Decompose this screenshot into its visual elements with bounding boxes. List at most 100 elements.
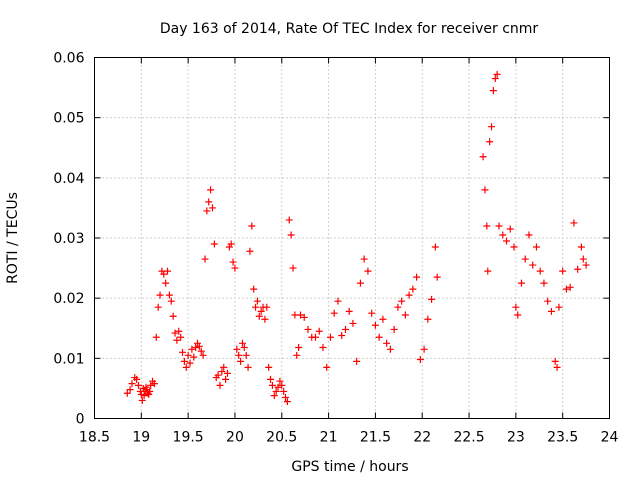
y-axis-label: ROTI / TECUs: [5, 192, 21, 284]
data-point: [240, 344, 248, 352]
data-point: [293, 351, 301, 359]
data-point: [138, 396, 146, 404]
y-tick-label: 0.02: [53, 291, 84, 307]
x-tick-label: 22.5: [453, 430, 484, 446]
data-point: [140, 392, 148, 400]
data-point: [409, 285, 417, 293]
chart-title: Day 163 of 2014, Rate Of TEC Index for r…: [160, 21, 539, 37]
data-point: [184, 351, 192, 359]
data-point: [156, 291, 164, 299]
data-point: [551, 357, 559, 365]
data-point: [517, 279, 525, 287]
data-point: [229, 258, 237, 266]
data-point: [147, 381, 155, 389]
data-point: [579, 255, 587, 263]
data-point: [186, 359, 194, 367]
data-point: [521, 255, 529, 263]
data-point: [562, 285, 570, 293]
data-point: [164, 267, 172, 275]
data-point: [481, 186, 489, 194]
data-point: [220, 363, 228, 371]
data-point: [250, 285, 258, 293]
data-point: [489, 87, 497, 95]
data-point: [128, 380, 136, 388]
data-point: [499, 231, 507, 239]
data-point: [152, 333, 160, 341]
data-point: [300, 313, 308, 321]
data-point: [278, 381, 286, 389]
data-point: [222, 375, 230, 383]
data-point: [555, 303, 563, 311]
data-point: [416, 356, 424, 364]
data-point: [160, 270, 168, 278]
data-point: [242, 351, 250, 359]
data-point: [268, 381, 276, 389]
grid: [94, 57, 610, 419]
axis-ticks: 18.5 19 19.5 20 20.5 21 21.5 22 22.5 23 23.5 24 0 0.0…: [53, 51, 618, 446]
data-point: [341, 325, 349, 333]
data-point: [379, 315, 387, 323]
data-point: [231, 264, 239, 272]
data-point: [283, 398, 291, 406]
data-point: [364, 267, 372, 275]
data-point: [289, 264, 297, 272]
data-point: [244, 363, 252, 371]
data-point: [491, 75, 499, 83]
data-point: [216, 381, 224, 389]
data-point: [383, 339, 391, 347]
x-tick-label: 20: [226, 430, 244, 446]
data-point: [315, 327, 323, 335]
data-point: [182, 363, 190, 371]
data-point: [326, 333, 334, 341]
data-point: [287, 231, 295, 239]
data-point: [540, 279, 548, 287]
data-point: [512, 303, 520, 311]
data-point: [582, 261, 590, 269]
data-point: [420, 345, 428, 353]
data-point: [207, 186, 215, 194]
data-point: [353, 357, 361, 365]
data-point: [570, 219, 578, 227]
data-point: [223, 369, 231, 377]
data-point: [547, 307, 555, 315]
data-point: [428, 295, 436, 303]
data-point: [349, 319, 357, 327]
data-point: [433, 273, 441, 281]
data-point: [188, 345, 196, 353]
data-point: [356, 279, 364, 287]
x-tick-label: 21.5: [360, 430, 391, 446]
data-point: [405, 291, 413, 299]
y-tick-label: 0.05: [53, 111, 84, 127]
data-point: [167, 297, 175, 305]
data-point: [123, 389, 131, 397]
data-point: [574, 265, 582, 273]
data-point: [227, 240, 235, 248]
data-point: [431, 243, 439, 251]
data-point: [330, 309, 338, 317]
data-point: [495, 222, 503, 230]
data-point: [311, 333, 319, 341]
y-tick-label: 0.01: [53, 351, 84, 367]
data-point: [190, 353, 198, 361]
data-point: [146, 387, 154, 395]
data-point: [486, 138, 494, 146]
data-point: [371, 321, 379, 329]
y-tick-label: 0.03: [53, 231, 84, 247]
data-point: [282, 393, 290, 401]
data-point: [253, 297, 261, 305]
data-point: [304, 325, 312, 333]
data-point: [424, 315, 432, 323]
x-tick-label: 23.5: [547, 430, 578, 446]
data-point: [233, 345, 241, 353]
data-point: [529, 261, 537, 269]
data-point: [493, 70, 501, 78]
data-point: [203, 207, 211, 215]
data-point: [267, 375, 275, 383]
data-point: [297, 311, 304, 319]
data-point: [536, 267, 544, 275]
data-point: [345, 307, 353, 315]
data-point: [201, 255, 209, 263]
data-point: [235, 351, 243, 359]
y-tick-label: 0.06: [53, 51, 84, 67]
